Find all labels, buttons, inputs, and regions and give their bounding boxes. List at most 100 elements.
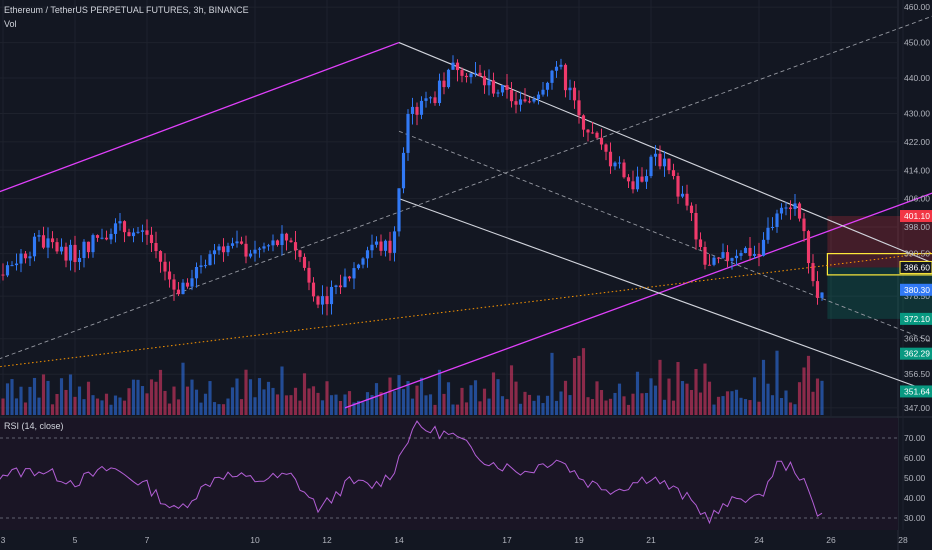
- volume-bar: [685, 383, 689, 415]
- volume-bar: [527, 394, 532, 415]
- candle-body: [545, 82, 550, 90]
- candle-body: [203, 265, 208, 267]
- volume-bar: [262, 389, 266, 415]
- volume-bar: [635, 371, 640, 415]
- price-tag: [900, 210, 932, 223]
- candle-body: [590, 132, 595, 134]
- candle-body: [428, 97, 433, 99]
- candle-body: [253, 249, 257, 254]
- volume-bar: [374, 383, 379, 415]
- candle-body: [248, 253, 253, 257]
- rsi-line: [0, 420, 823, 525]
- price-tag-label: 351.64: [904, 386, 930, 396]
- candle-body: [766, 227, 770, 240]
- candle-body: [118, 221, 122, 224]
- candle-body: [280, 233, 284, 246]
- candle-body: [577, 100, 581, 116]
- volume-bar: [46, 380, 50, 415]
- volume-bar: [437, 369, 442, 415]
- volume-bar: [64, 389, 68, 415]
- volume-bar: [752, 377, 757, 415]
- volume-bar: [244, 369, 248, 415]
- volume-bar: [653, 385, 658, 415]
- x-tick-label: 14: [394, 535, 404, 545]
- candle-body: [446, 69, 451, 88]
- volume-bar: [541, 403, 545, 415]
- volume-bar: [712, 404, 716, 415]
- candle-body: [644, 176, 649, 182]
- candle-body: [352, 268, 356, 279]
- volume-bar: [599, 390, 604, 415]
- candle-body: [599, 137, 604, 145]
- volume-bar: [721, 396, 725, 415]
- volume-bar: [320, 400, 325, 415]
- volume-bar: [797, 382, 802, 415]
- volume-bar: [622, 396, 626, 415]
- volume-bar: [743, 399, 748, 415]
- volume-bar: [158, 369, 163, 415]
- candle-body: [559, 64, 563, 67]
- volume-bar: [662, 399, 667, 415]
- volume-bar: [383, 393, 388, 415]
- candle-body: [514, 101, 518, 105]
- candles: [0, 55, 824, 316]
- volume-label: Vol: [4, 19, 17, 29]
- volume-bar: [1, 398, 5, 415]
- volume-bar: [406, 381, 410, 415]
- candle-body: [712, 257, 716, 265]
- volume-bar: [113, 395, 118, 415]
- price-tag: [899, 260, 932, 274]
- volume-bar: [784, 390, 788, 415]
- volume-bar: [748, 400, 752, 415]
- x-tick-label: 24: [754, 535, 764, 545]
- candle-body: [347, 276, 352, 279]
- descending-channel-upper: [398, 42, 932, 264]
- price-axis[interactable]: 347.00 356.50 366.50 378.50 390.50 398.00 406.…: [904, 2, 930, 523]
- candle-body: [127, 232, 131, 237]
- volume-bar: [811, 391, 815, 415]
- price-tags: 401.10 386.60 380.30 372.10 362.29 351.64: [899, 210, 932, 398]
- y-tick-label: 378.50: [904, 291, 930, 301]
- volume-bar: [100, 400, 104, 415]
- volume-bar: [577, 355, 581, 415]
- volume-bar: [338, 400, 343, 415]
- candle-body: [334, 285, 338, 287]
- rsi-y-tick-label: 50.00: [904, 473, 926, 483]
- volume-bar: [478, 401, 482, 415]
- candle-body: [122, 221, 127, 233]
- candle-body: [694, 213, 698, 240]
- candle-body: [104, 237, 109, 240]
- candle-body: [158, 251, 163, 262]
- volume-bar: [145, 393, 149, 415]
- trend-drawings[interactable]: [0, 7, 932, 409]
- volume-bar: [505, 399, 509, 415]
- candle-body: [235, 241, 239, 244]
- volume-bar: [446, 382, 451, 415]
- candle-body: [680, 193, 685, 197]
- volume-bar: [649, 378, 653, 415]
- candle-body: [626, 177, 631, 182]
- volume-bar: [775, 350, 779, 415]
- volume-bar: [626, 404, 631, 415]
- x-tick-label: 3: [1, 535, 6, 545]
- volume-bar: [163, 390, 167, 415]
- candle-body: [181, 282, 185, 295]
- candle-body: [397, 188, 401, 232]
- candle-body: [797, 203, 802, 219]
- position-tools[interactable]: [826, 216, 932, 391]
- x-tick-label: 19: [574, 535, 584, 545]
- volume-bar: [631, 393, 635, 415]
- candle-body: [212, 250, 217, 255]
- time-axis[interactable]: 35710121417192124262830Sep35: [1, 535, 932, 545]
- candle-body: [752, 254, 757, 256]
- descending-channel-lower: [398, 198, 932, 393]
- volume-bar: [271, 387, 275, 415]
- volume-bar: [343, 394, 347, 415]
- volume-bar: [523, 391, 527, 415]
- volume-bars: [0, 348, 824, 415]
- y-tick-label: 430.00: [904, 109, 930, 119]
- candle-body: [361, 258, 365, 265]
- rsi-pane: [0, 418, 898, 530]
- candle-body: [757, 254, 761, 256]
